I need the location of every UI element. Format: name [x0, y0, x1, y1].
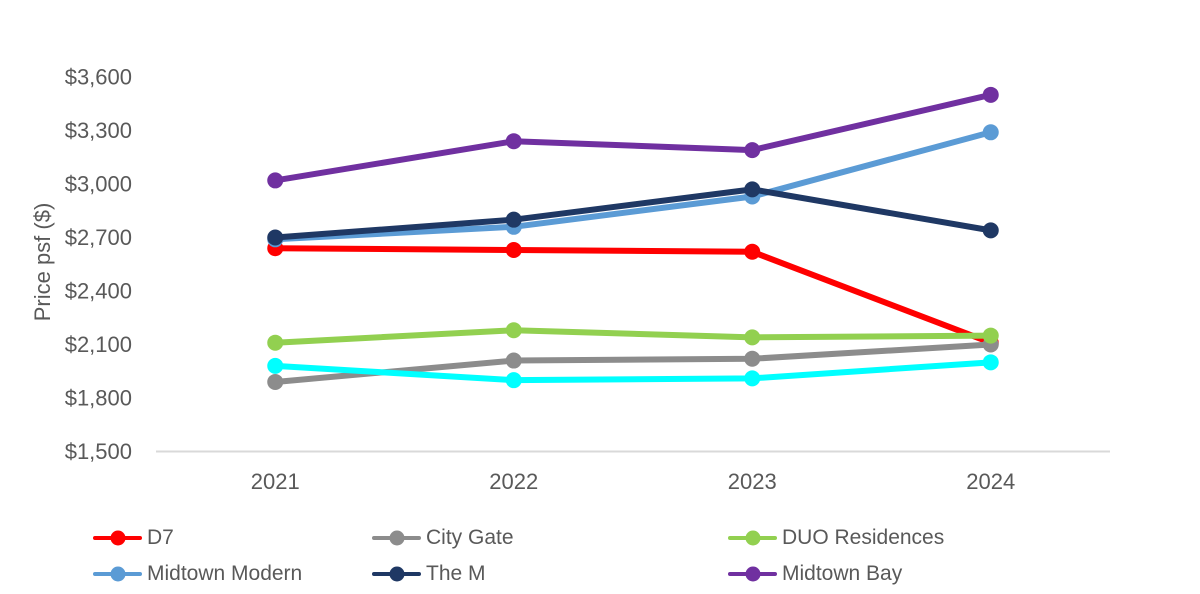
series-point-duo-residences-2021[interactable]: [267, 334, 284, 351]
x-tick-label: 2021: [251, 469, 300, 494]
legend-marker-dot: [745, 530, 760, 546]
legend-marker-duo-residences: [728, 530, 777, 546]
legend-marker-d7: [93, 530, 142, 546]
x-tick-label: 2022: [489, 469, 538, 494]
legend-item-midtown-modern[interactable]: Midtown Modern: [93, 562, 372, 586]
legend-label-the-m: The M: [426, 562, 486, 585]
legend-marker-the-m: [372, 566, 421, 582]
series-point-duo-residences-2024[interactable]: [982, 327, 999, 344]
series-line-unlabeled[interactable]: [272, 359, 994, 384]
series-point-unlabeled-2024[interactable]: [982, 354, 999, 371]
legend-marker-midtown-modern: [93, 566, 142, 582]
series-point-city-gate-2022[interactable]: [505, 352, 522, 369]
series-line-midtown-modern[interactable]: [272, 129, 994, 243]
y-tick-label: $2,400: [65, 279, 132, 304]
series-point-unlabeled-2023[interactable]: [744, 370, 761, 387]
series-point-duo-residences-2023[interactable]: [744, 329, 761, 346]
series-point-d7-2022[interactable]: [505, 241, 522, 258]
y-tick-label: $3,000: [65, 172, 132, 197]
legend-label-midtown-modern: Midtown Modern: [147, 562, 303, 585]
series-point-city-gate-2023[interactable]: [744, 350, 761, 367]
series-point-the-m-2021[interactable]: [267, 229, 284, 246]
x-tick-label: 2024: [966, 469, 1015, 494]
series-point-midtown-bay-2023[interactable]: [744, 142, 761, 159]
series-point-midtown-bay-2021[interactable]: [267, 172, 284, 189]
legend-label-midtown-bay: Midtown Bay: [782, 562, 903, 585]
series-point-the-m-2023[interactable]: [744, 181, 761, 198]
x-tick-label: 2023: [728, 469, 777, 494]
series-point-d7-2023[interactable]: [744, 243, 761, 260]
series-point-midtown-bay-2024[interactable]: [982, 86, 999, 103]
y-tick-label: $2,700: [65, 225, 132, 250]
legend-item-d7[interactable]: D7: [93, 526, 372, 550]
y-tick-label: $3,600: [65, 65, 132, 90]
legend-marker-dot: [110, 530, 125, 546]
legend-item-city-gate[interactable]: City Gate: [372, 526, 728, 550]
series-point-city-gate-2021[interactable]: [267, 373, 284, 390]
y-tick-label: $1,800: [65, 386, 132, 411]
legend-marker-midtown-bay: [728, 566, 777, 582]
legend: D7 City Gate DUO Residences Midtown Modern T…: [93, 520, 944, 592]
series-point-midtown-modern-2024[interactable]: [982, 124, 999, 141]
legend-marker-dot: [389, 566, 404, 582]
series-point-duo-residences-2022[interactable]: [505, 322, 522, 339]
legend-item-midtown-bay[interactable]: Midtown Bay: [728, 562, 944, 586]
legend-marker-dot: [110, 566, 125, 582]
legend-label-d7: D7: [147, 526, 174, 549]
series-line-d7[interactable]: [272, 245, 994, 346]
y-tick-label: $1,500: [65, 439, 132, 464]
series-line-duo-residences[interactable]: [272, 327, 994, 346]
legend-label-duo-residences: DUO Residences: [782, 526, 945, 549]
series-point-unlabeled-2022[interactable]: [505, 372, 522, 389]
series-line-midtown-bay[interactable]: [272, 91, 994, 184]
series-point-unlabeled-2021[interactable]: [267, 357, 284, 374]
y-tick-label: $2,100: [65, 332, 132, 357]
series-point-the-m-2024[interactable]: [982, 222, 999, 239]
legend-item-the-m[interactable]: The M: [372, 562, 728, 586]
legend-marker-dot: [745, 566, 760, 582]
series-line-the-m[interactable]: [272, 186, 994, 241]
legend-marker-city-gate: [372, 530, 421, 546]
legend-label-city-gate: City Gate: [426, 526, 514, 549]
y-tick-label: $3,300: [65, 118, 132, 143]
legend-marker-dot: [389, 530, 404, 546]
series-point-the-m-2022[interactable]: [505, 211, 522, 228]
legend-item-duo-residences[interactable]: DUO Residences: [728, 526, 944, 550]
series-point-midtown-bay-2022[interactable]: [505, 133, 522, 150]
